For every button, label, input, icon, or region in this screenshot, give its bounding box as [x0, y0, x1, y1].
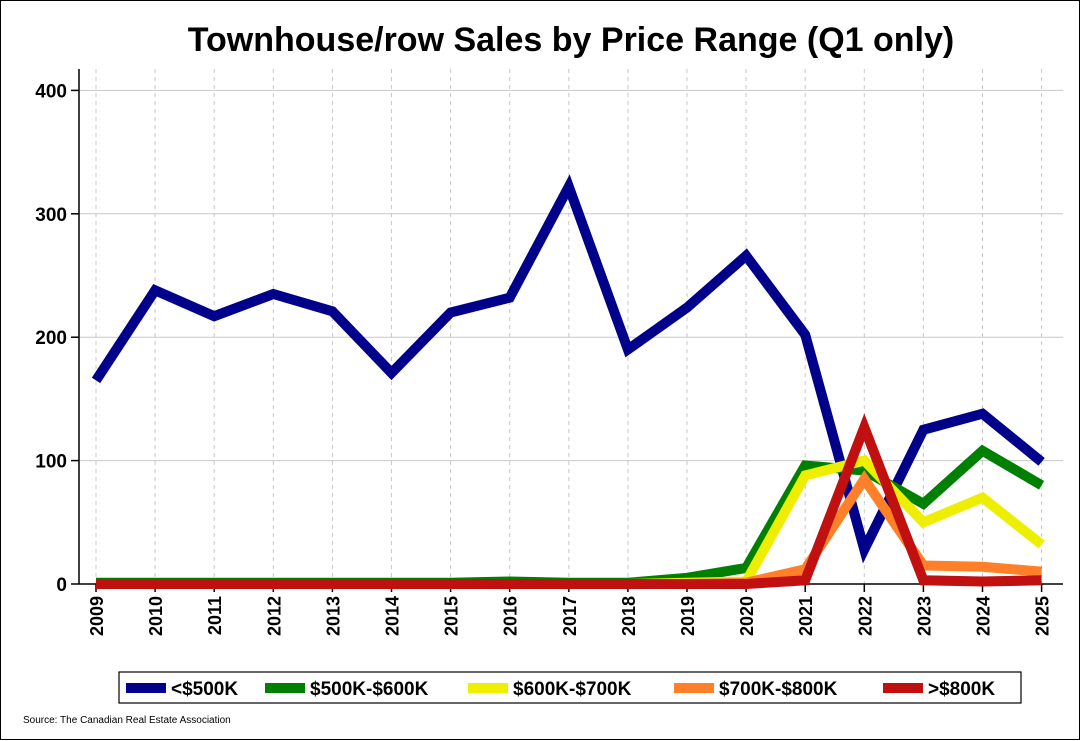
x-tick-label: 2015 — [442, 596, 462, 636]
x-tick-label: 2010 — [146, 596, 166, 636]
x-tick-label: 2013 — [323, 596, 343, 636]
x-tick-label: 2019 — [678, 596, 698, 636]
x-tick-label: 2020 — [737, 596, 757, 636]
x-tick-label: 2025 — [1033, 596, 1053, 636]
source-note: Source: The Canadian Real Estate Associa… — [23, 715, 231, 726]
x-tick-label: 2012 — [264, 596, 284, 636]
x-tick-label: 2017 — [560, 596, 580, 636]
legend-label: >$800K — [928, 679, 995, 700]
legend-label: $600K-$700K — [513, 679, 632, 700]
legend-label: <$500K — [171, 679, 238, 700]
x-tick-label: 2009 — [87, 596, 107, 636]
y-tick-label: 200 — [35, 328, 67, 349]
series-line-5 — [96, 413, 1042, 589]
x-tick-label: 2018 — [619, 596, 639, 636]
y-tick-label: 300 — [35, 205, 67, 226]
x-tick-label: 2024 — [974, 596, 994, 636]
y-tick-label: 400 — [35, 81, 67, 102]
x-tick-label: 2014 — [383, 596, 403, 636]
series-lines — [91, 174, 1045, 589]
x-tick-label: 2022 — [855, 596, 875, 636]
x-tick-label: 2011 — [205, 596, 225, 635]
x-tick-label: 2021 — [796, 596, 816, 636]
x-tick-label: 2016 — [501, 596, 521, 636]
y-tick-label: 100 — [35, 452, 67, 473]
y-tick-label: 0 — [56, 575, 67, 596]
legend-label: $500K-$600K — [310, 679, 429, 700]
legend: <$500K $500K-$600K $600K-$700K $700K-$800K >… — [118, 671, 1022, 704]
x-tick-label: 2023 — [914, 596, 934, 636]
legend-label: $700K-$800K — [719, 679, 838, 700]
chart-title: Townhouse/row Sales by Price Range (Q1 o… — [188, 21, 954, 59]
